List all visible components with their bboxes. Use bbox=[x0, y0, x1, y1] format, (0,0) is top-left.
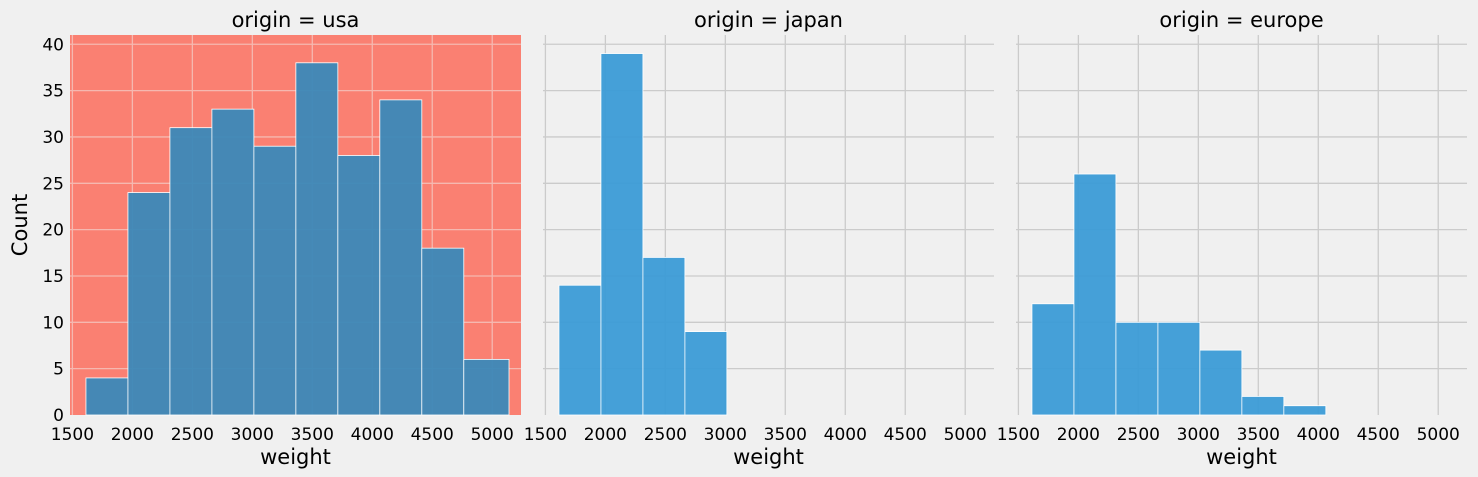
histogram-bar bbox=[127, 192, 171, 416]
x-axis-label: weight bbox=[260, 445, 331, 469]
x-tick-label: 1500 bbox=[524, 425, 567, 445]
histogram-bar bbox=[558, 284, 602, 416]
histogram-bar bbox=[1115, 321, 1159, 416]
x-axis-label: weight bbox=[1206, 445, 1277, 469]
facet-panel-1: 1500 2000 2500 3000 3500 4000 4500 5000 origin =… bbox=[524, 8, 994, 469]
x-axis-label: weight bbox=[733, 445, 804, 469]
histogram-bar bbox=[1031, 303, 1075, 416]
x-tick-label: 2000 bbox=[1057, 425, 1100, 445]
x-tick-label: 5000 bbox=[1417, 425, 1460, 445]
histogram-bar bbox=[253, 145, 297, 416]
histogram-bar bbox=[1199, 349, 1243, 416]
x-tick-label: 4000 bbox=[351, 425, 394, 445]
histogram-bar bbox=[421, 247, 465, 416]
x-tick-label: 1500 bbox=[51, 425, 94, 445]
histogram-bar bbox=[1283, 405, 1327, 416]
x-tick-label: 2000 bbox=[111, 425, 154, 445]
facet-panel-2: 1500 2000 2500 3000 3500 4000 4500 5000 origin =… bbox=[997, 8, 1467, 469]
x-tick-label: 4000 bbox=[1297, 425, 1340, 445]
y-tick-label: 40 bbox=[42, 35, 64, 55]
histogram-bar bbox=[463, 358, 510, 416]
histogram-bar bbox=[642, 257, 686, 416]
y-tick-label: 25 bbox=[42, 174, 64, 194]
histogram-bar bbox=[85, 377, 129, 416]
histogram-bar bbox=[1157, 321, 1201, 416]
x-tick-label: 4000 bbox=[824, 425, 867, 445]
y-tick-label: 35 bbox=[42, 82, 64, 102]
histogram-bar bbox=[211, 108, 255, 416]
y-tick-label: 10 bbox=[42, 313, 64, 333]
y-tick-label: 15 bbox=[42, 267, 64, 287]
x-tick-label: 4500 bbox=[1357, 425, 1400, 445]
x-tick-label: 5000 bbox=[471, 425, 514, 445]
facet-title: origin = europe bbox=[1159, 8, 1323, 32]
x-tick-label: 2500 bbox=[171, 425, 214, 445]
histogram-bar bbox=[295, 62, 339, 416]
x-tick-label: 2500 bbox=[644, 425, 687, 445]
x-tick-label: 3500 bbox=[291, 425, 334, 445]
x-tick-label: 3000 bbox=[704, 425, 747, 445]
y-tick-label: 20 bbox=[42, 221, 64, 241]
y-tick-label: 5 bbox=[53, 360, 64, 380]
x-tick-label: 3000 bbox=[1177, 425, 1220, 445]
y-tick-label: 0 bbox=[53, 406, 64, 426]
histogram-bar bbox=[379, 99, 423, 416]
histogram-bar bbox=[600, 53, 644, 416]
x-tick-label: 1500 bbox=[997, 425, 1040, 445]
x-tick-label: 5000 bbox=[944, 425, 987, 445]
histogram-bar bbox=[337, 155, 381, 416]
facet-title: origin = japan bbox=[694, 8, 843, 32]
facet-title: origin = usa bbox=[232, 8, 360, 32]
x-tick-label: 4500 bbox=[884, 425, 927, 445]
x-tick-label: 3500 bbox=[764, 425, 807, 445]
histogram-bar bbox=[169, 127, 213, 416]
x-tick-label: 4500 bbox=[411, 425, 454, 445]
histogram-bar bbox=[1073, 173, 1117, 416]
x-tick-label: 2000 bbox=[584, 425, 627, 445]
facet-panel-0: 1500 2000 2500 3000 3500 4000 4500 5000 0 5 10 15 20… bbox=[42, 8, 521, 469]
histogram-bar bbox=[684, 331, 728, 416]
y-axis-label: Count bbox=[8, 194, 32, 256]
y-tick-label: 30 bbox=[42, 128, 64, 148]
x-tick-label: 3000 bbox=[231, 425, 274, 445]
x-tick-label: 3500 bbox=[1237, 425, 1280, 445]
x-tick-label: 2500 bbox=[1117, 425, 1160, 445]
histogram-bar bbox=[1241, 396, 1285, 416]
